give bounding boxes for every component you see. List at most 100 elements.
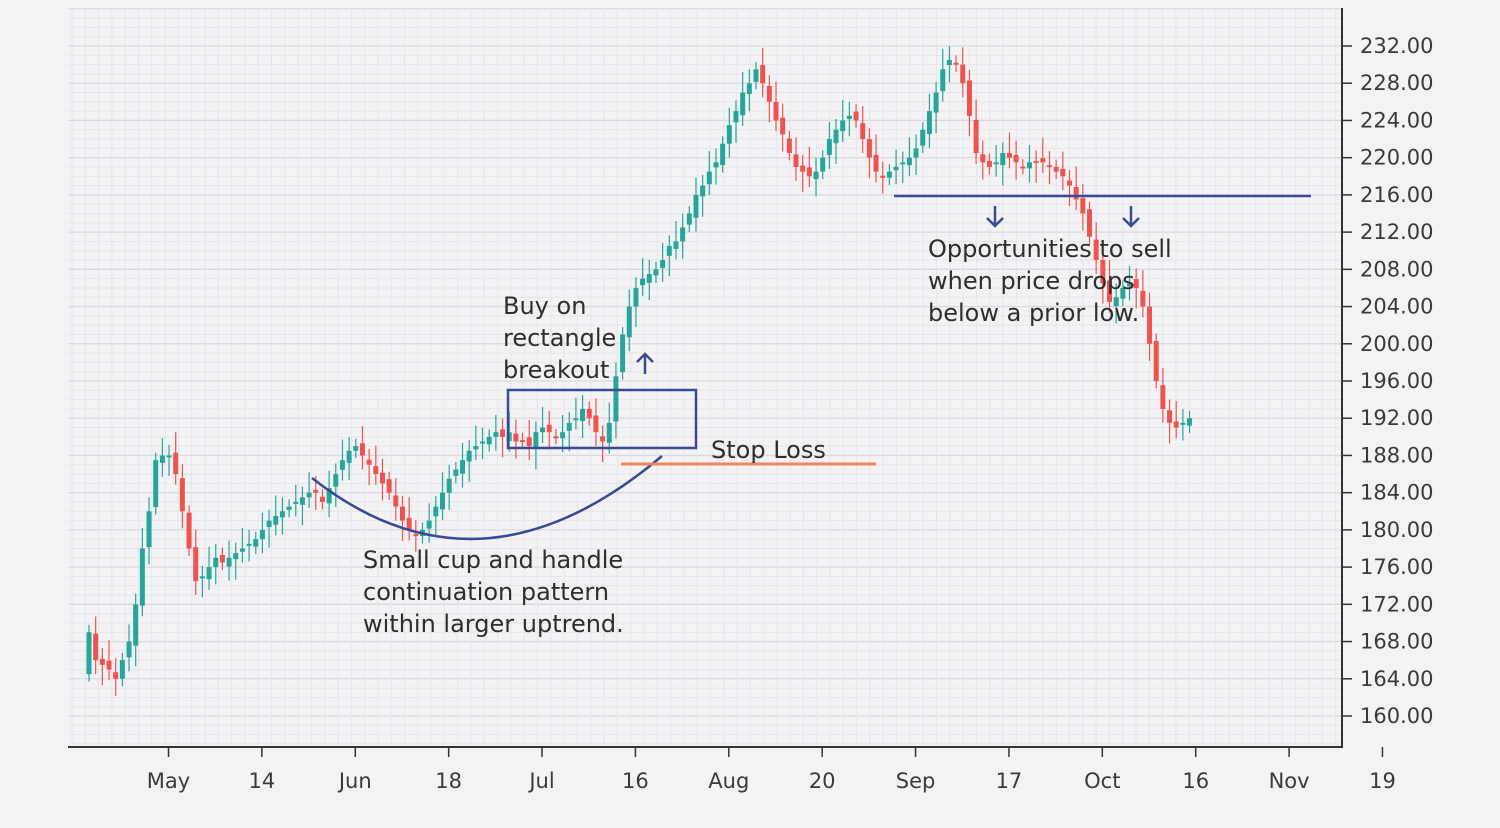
- candle-body: [540, 427, 546, 433]
- candle-body: [553, 436, 559, 439]
- candle-body: [433, 506, 439, 517]
- sell-arrow-icon: [1122, 206, 1140, 228]
- candle-body: [766, 86, 772, 102]
- candle-body: [106, 660, 112, 670]
- candle-body: [1087, 209, 1092, 237]
- candle-body: [966, 80, 972, 116]
- candle-body: [686, 213, 692, 225]
- candle-body: [513, 433, 519, 442]
- y-tick-label: 220.00: [1360, 146, 1433, 170]
- buy-label-line: breakout: [503, 356, 609, 384]
- candle-body: [793, 154, 799, 167]
- candle-body: [233, 553, 239, 560]
- candle-body: [500, 429, 506, 437]
- candle-body: [573, 418, 579, 421]
- candle-body: [1160, 385, 1166, 409]
- candle-body: [906, 157, 912, 166]
- candle-body: [673, 241, 679, 249]
- candle-body: [840, 120, 846, 132]
- candle-body: [353, 446, 359, 451]
- y-tick-label: 224.00: [1360, 108, 1433, 132]
- x-tick-label: Aug: [708, 769, 749, 793]
- candle-body: [560, 432, 566, 439]
- candle-body: [293, 501, 299, 504]
- candle-body: [153, 460, 159, 508]
- candle-body: [486, 436, 492, 445]
- cup-label-line: Small cup and handle: [363, 546, 623, 574]
- candle-body: [1147, 306, 1153, 344]
- candle-body: [1026, 162, 1032, 169]
- candle-body: [800, 165, 806, 172]
- candle-body: [746, 83, 752, 94]
- candle-body: [113, 672, 119, 679]
- sell-label-line: below a prior low.: [928, 299, 1139, 327]
- candle-body: [159, 455, 165, 463]
- candle-body: [993, 162, 999, 165]
- y-tick-label: 208.00: [1360, 257, 1433, 281]
- candle-body: [646, 273, 652, 283]
- candle-body: [279, 511, 285, 518]
- candle-body: [946, 59, 952, 66]
- candle-body: [626, 306, 632, 338]
- axes: [68, 8, 1343, 748]
- cup-label: Small cup and handle continuation patter…: [363, 546, 631, 638]
- candle-body: [119, 660, 125, 679]
- candle-body: [633, 287, 639, 307]
- candle-body: [600, 436, 606, 442]
- candle-body: [186, 512, 192, 549]
- candle-body: [526, 437, 532, 447]
- candle-body: [653, 269, 659, 276]
- y-tick-label: 192.00: [1360, 406, 1433, 430]
- candle-body: [1187, 418, 1193, 426]
- candle-body: [139, 548, 145, 606]
- candle-body: [1100, 260, 1106, 284]
- candle-body: [86, 632, 92, 675]
- candle-body: [706, 171, 712, 185]
- candle-body: [920, 129, 926, 146]
- candle-body: [866, 139, 872, 158]
- x-tick-label: May: [147, 769, 190, 793]
- y-tick-label: 176.00: [1360, 555, 1433, 579]
- y-tick-label: 164.00: [1360, 667, 1433, 691]
- sell-label: Opportunities to sell when price drops b…: [928, 235, 1179, 327]
- candle-body: [1173, 421, 1179, 428]
- candle-body: [1140, 290, 1146, 307]
- candle-body: [246, 543, 252, 546]
- candle-body: [926, 111, 932, 134]
- cup-curve: [311, 455, 663, 541]
- candle-body: [493, 432, 499, 437]
- buy-label: Buy on rectangle breakout: [503, 292, 624, 384]
- grid: [68, 8, 1342, 745]
- candle-body: [1046, 165, 1052, 168]
- candle-body: [773, 101, 779, 121]
- candle-body: [820, 157, 826, 172]
- candle-body: [213, 557, 219, 568]
- candle-body: [826, 139, 832, 155]
- x-tick-label: Oct: [1084, 769, 1120, 793]
- candle-body: [199, 576, 205, 579]
- candle-body: [266, 520, 272, 528]
- candle-body: [520, 440, 526, 443]
- candle-body: [813, 171, 819, 180]
- candle-body: [306, 492, 312, 498]
- x-tick-label: 20: [809, 769, 836, 793]
- candle-body: [680, 227, 686, 242]
- y-axis-ticks: 160.00 164.00 168.00 172.00 176.00 180.00 184.…: [1342, 34, 1433, 728]
- x-tick-label: 16: [1182, 769, 1209, 793]
- candle-body: [933, 92, 939, 113]
- candle-body: [900, 162, 906, 165]
- candle-body: [1040, 158, 1046, 163]
- candle-body: [126, 641, 132, 658]
- x-tick-label: 18: [435, 769, 462, 793]
- candle-body: [1073, 186, 1079, 200]
- candle-body: [566, 422, 572, 431]
- x-tick-label: Jul: [527, 769, 554, 793]
- candle-body: [1033, 160, 1039, 163]
- y-tick-label: 200.00: [1360, 332, 1433, 356]
- candle-body: [93, 633, 99, 661]
- candle-body: [586, 408, 592, 419]
- candle-body: [99, 658, 105, 665]
- candle-body: [426, 520, 432, 529]
- candle-body: [193, 547, 199, 582]
